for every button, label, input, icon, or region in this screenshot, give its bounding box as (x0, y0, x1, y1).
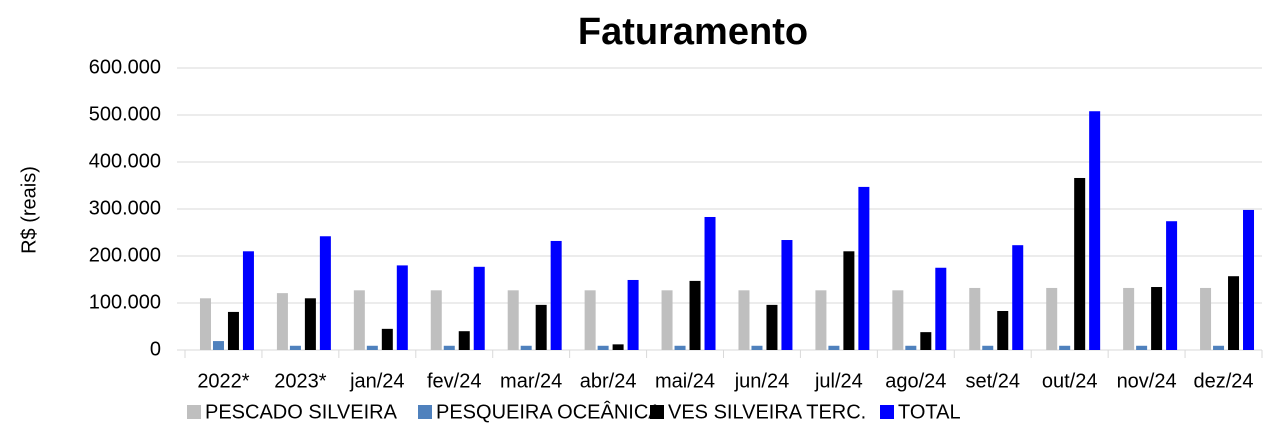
bar (920, 332, 932, 350)
x-tick-label: set/24 (966, 370, 1020, 392)
legend-label: PESQUEIRA OCEÂNICA (436, 400, 662, 423)
bar (781, 240, 793, 350)
bar (430, 290, 442, 350)
bar (815, 290, 827, 350)
x-tick-label: 2023* (274, 370, 326, 392)
x-tick-label: out/24 (1042, 370, 1098, 392)
bar (1151, 287, 1163, 350)
x-tick-label: mar/24 (500, 370, 562, 392)
x-tick-label: jul/24 (814, 370, 863, 392)
bar (935, 267, 947, 350)
bar (858, 186, 870, 350)
bar (319, 236, 331, 350)
bar (674, 345, 686, 350)
x-tick-label: 2022* (197, 370, 249, 392)
bar (766, 304, 778, 350)
bar (212, 341, 224, 350)
legend-swatch (650, 405, 664, 419)
bar (704, 216, 716, 350)
bar (828, 345, 840, 350)
bar (597, 345, 609, 350)
y-tick-label: 0 (150, 338, 161, 360)
bar (584, 290, 596, 350)
bar (627, 279, 639, 350)
bar (304, 298, 316, 350)
bar (289, 345, 301, 350)
legend-label: TOTAL (898, 401, 961, 423)
bar (520, 345, 532, 350)
chart-title: Faturamento (578, 11, 808, 53)
bar (843, 251, 855, 350)
legend-swatch (418, 405, 432, 419)
x-tick-label: fev/24 (427, 370, 481, 392)
bar (396, 265, 408, 350)
y-tick-label: 600.000 (89, 56, 161, 78)
x-tick-label: dez/24 (1194, 370, 1254, 392)
bar (507, 290, 519, 350)
bar (1012, 245, 1024, 350)
bar (1136, 345, 1148, 350)
y-tick-label: 300.000 (89, 197, 161, 219)
bar (381, 328, 393, 350)
bar (1213, 345, 1225, 350)
bar (353, 290, 365, 350)
bar (550, 240, 562, 350)
bar (969, 287, 981, 350)
bar (1074, 177, 1086, 350)
bar (892, 290, 904, 350)
bar (473, 266, 485, 350)
bar (276, 293, 288, 350)
y-tick-label: 100.000 (89, 291, 161, 313)
bar (612, 344, 624, 350)
bar (689, 280, 701, 350)
y-tick-label: 400.000 (89, 150, 161, 172)
y-axis-label: R$ (reais) (18, 166, 40, 254)
bar (1228, 276, 1240, 350)
bar (443, 345, 455, 350)
x-tick-label: ago/24 (885, 370, 946, 392)
y-tick-label: 200.000 (89, 244, 161, 266)
bar (982, 345, 994, 350)
bar (242, 251, 254, 350)
bar (458, 331, 470, 350)
legend-label: VES SILVEIRA TERC. (668, 401, 866, 423)
bar (1046, 287, 1058, 350)
x-tick-label: jun/24 (734, 370, 790, 392)
bar (1166, 221, 1178, 350)
x-tick-label: nov/24 (1117, 370, 1177, 392)
y-tick-label: 500.000 (89, 103, 161, 125)
legend-swatch (187, 405, 201, 419)
bar (997, 310, 1009, 350)
bar (199, 298, 211, 350)
bar (366, 345, 378, 350)
x-tick-label: abr/24 (580, 370, 637, 392)
x-tick-label: mai/24 (655, 370, 715, 392)
bar (1243, 209, 1255, 350)
bar (661, 290, 673, 350)
legend-swatch (880, 405, 894, 419)
bar (738, 290, 750, 350)
bar (1123, 287, 1135, 350)
x-tick-label: jan/24 (349, 370, 405, 392)
bar (1200, 287, 1212, 350)
legend-label: PESCADO SILVEIRA (205, 401, 398, 423)
bar (905, 345, 917, 350)
bar (751, 345, 763, 350)
bar (227, 311, 239, 350)
bar (535, 304, 547, 350)
bar (1089, 111, 1101, 351)
bar (1059, 345, 1071, 350)
